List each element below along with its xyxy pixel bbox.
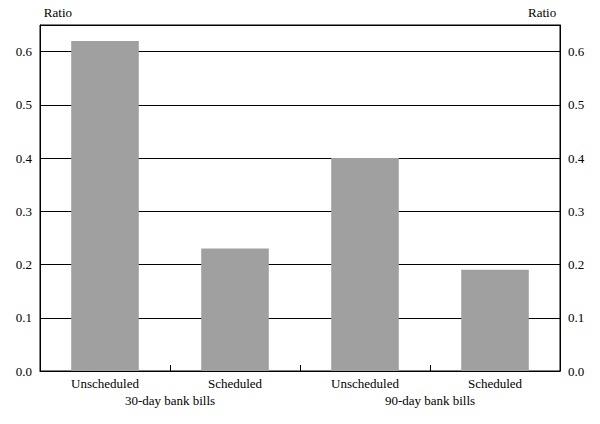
svg-text:Ratio: Ratio — [44, 5, 72, 20]
svg-text:0.4: 0.4 — [568, 151, 585, 166]
svg-text:0.6: 0.6 — [568, 44, 585, 59]
svg-text:0.3: 0.3 — [568, 204, 584, 219]
svg-text:0.0: 0.0 — [16, 364, 32, 379]
svg-text:0.6: 0.6 — [16, 44, 33, 59]
svg-text:Unscheduled: Unscheduled — [331, 376, 399, 391]
svg-text:30-day bank bills: 30-day bank bills — [125, 393, 215, 408]
svg-text:Ratio: Ratio — [528, 5, 556, 20]
svg-text:0.1: 0.1 — [16, 310, 32, 325]
svg-text:0.2: 0.2 — [16, 257, 32, 272]
svg-text:0.0: 0.0 — [568, 364, 584, 379]
svg-text:Scheduled: Scheduled — [468, 376, 523, 391]
svg-text:0.1: 0.1 — [568, 310, 584, 325]
svg-text:0.2: 0.2 — [568, 257, 584, 272]
svg-text:0.3: 0.3 — [16, 204, 32, 219]
svg-text:0.5: 0.5 — [16, 97, 32, 112]
svg-text:Unscheduled: Unscheduled — [71, 376, 139, 391]
svg-text:90-day bank bills: 90-day bank bills — [385, 393, 475, 408]
svg-text:0.4: 0.4 — [16, 151, 33, 166]
svg-text:0.5: 0.5 — [568, 97, 584, 112]
svg-text:Scheduled: Scheduled — [208, 376, 263, 391]
